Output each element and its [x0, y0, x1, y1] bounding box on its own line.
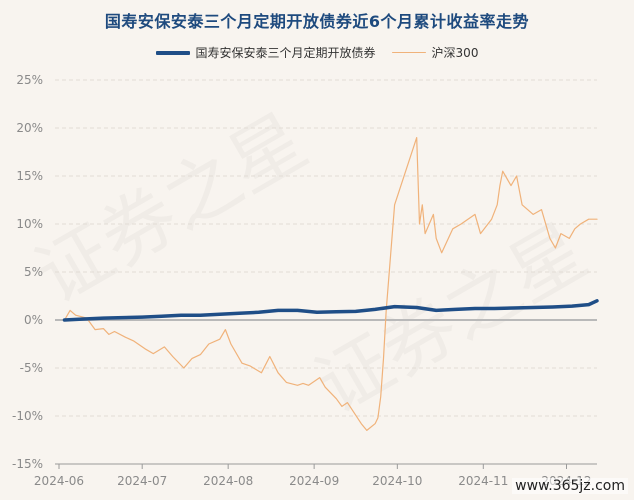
chart-title: 国寿安保安泰三个月定期开放债券近6个月累计收益率走势 [104, 12, 530, 31]
x-tick-label: 2024-07 [117, 474, 167, 488]
x-tick-label: 2024-09 [289, 474, 339, 488]
y-tick-label: 5% [24, 265, 43, 279]
series-line-hs300 [63, 137, 598, 431]
y-tick-label: 15% [16, 169, 43, 183]
y-tick-label: -15% [12, 457, 43, 471]
x-tick-label: 2024-11 [458, 474, 508, 488]
legend-item-hs300[interactable]: 沪深300 [391, 44, 479, 61]
series-line-fund [62, 299, 599, 322]
y-tick-label: 20% [16, 121, 43, 135]
legend-label-hs300: 沪深300 [431, 46, 479, 60]
y-tick-label: 10% [16, 217, 43, 231]
site-watermark: www.365jz.com [512, 478, 628, 494]
legend-swatch-fund [155, 50, 190, 55]
y-tick-label: -5% [20, 361, 43, 375]
x-tick-label: 2024-06 [34, 474, 84, 488]
x-tick-label: 2024-10 [372, 474, 422, 488]
legend-item-fund[interactable]: 国寿安保安泰三个月定期开放债券 [155, 44, 376, 61]
y-tick-label: 25% [16, 73, 43, 87]
legend-label-fund: 国寿安保安泰三个月定期开放债券 [195, 46, 376, 60]
y-tick-label: -10% [12, 409, 43, 423]
legend-swatch-hs300 [391, 51, 426, 54]
x-tick-label: 2024-08 [203, 474, 253, 488]
y-tick-label: 0% [24, 313, 43, 327]
legend: 国寿安保安泰三个月定期开放债券 沪深300 [0, 44, 634, 61]
